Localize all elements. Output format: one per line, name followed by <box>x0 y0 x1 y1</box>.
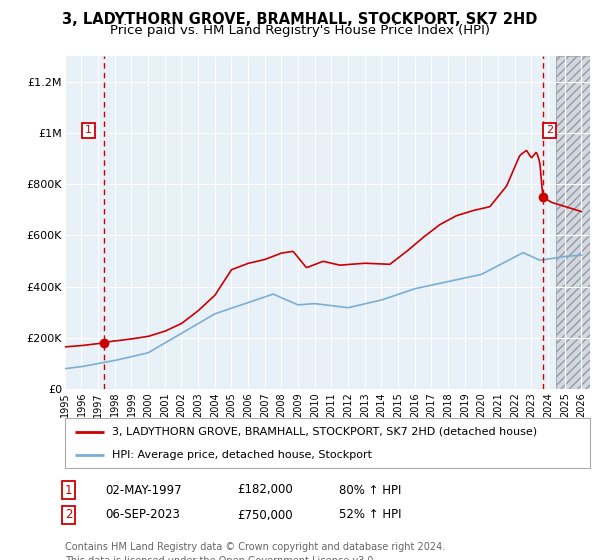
Text: £182,000: £182,000 <box>237 483 293 497</box>
Text: 2: 2 <box>65 508 73 521</box>
Text: Price paid vs. HM Land Registry's House Price Index (HPI): Price paid vs. HM Land Registry's House … <box>110 24 490 36</box>
Text: 3, LADYTHORN GROVE, BRAMHALL, STOCKPORT, SK7 2HD (detached house): 3, LADYTHORN GROVE, BRAMHALL, STOCKPORT,… <box>112 427 537 436</box>
Text: 3, LADYTHORN GROVE, BRAMHALL, STOCKPORT, SK7 2HD: 3, LADYTHORN GROVE, BRAMHALL, STOCKPORT,… <box>62 12 538 27</box>
Text: 1: 1 <box>65 483 73 497</box>
Text: Contains HM Land Registry data © Crown copyright and database right 2024.
This d: Contains HM Land Registry data © Crown c… <box>65 542 445 560</box>
Text: 02-MAY-1997: 02-MAY-1997 <box>105 483 182 497</box>
Text: 06-SEP-2023: 06-SEP-2023 <box>105 508 180 521</box>
Text: 1: 1 <box>85 125 92 136</box>
Text: 52% ↑ HPI: 52% ↑ HPI <box>339 508 401 521</box>
Bar <box>556 56 590 389</box>
Text: 80% ↑ HPI: 80% ↑ HPI <box>339 483 401 497</box>
Text: 2: 2 <box>545 125 553 136</box>
Text: £750,000: £750,000 <box>237 508 293 521</box>
Text: HPI: Average price, detached house, Stockport: HPI: Average price, detached house, Stoc… <box>112 450 372 460</box>
